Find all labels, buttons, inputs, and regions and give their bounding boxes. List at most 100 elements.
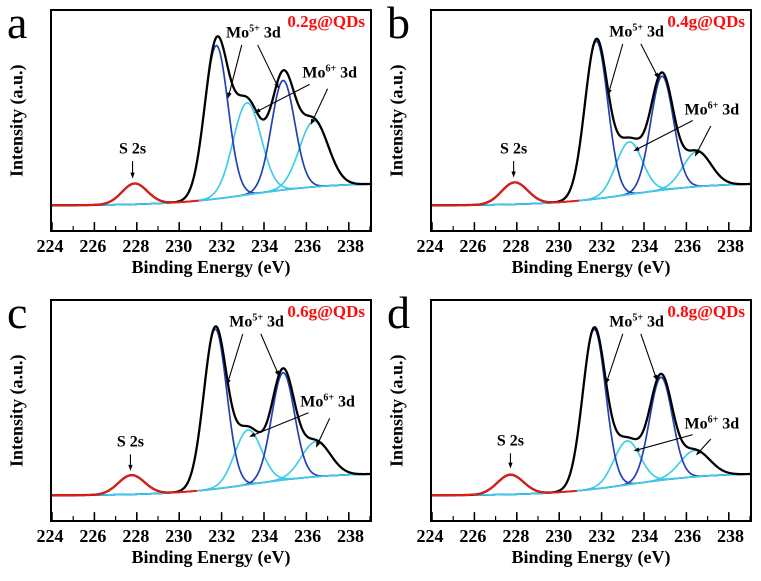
annotation-mo5-3d: Mo5+ 3d xyxy=(609,23,664,40)
annotation-arrow-head xyxy=(274,370,280,377)
annotation-mo5-3d: Mo5+ 3d xyxy=(609,313,664,330)
x-tick-label: 232 xyxy=(208,236,236,256)
annotation-text: Mo xyxy=(684,101,708,119)
annotation-arrow-head xyxy=(274,82,279,89)
mo5-component-curve xyxy=(52,328,370,497)
sample-label: 0.2g@QDs xyxy=(287,12,365,31)
annotation-text: 3d xyxy=(643,23,664,41)
annotation-superscript: 5+ xyxy=(632,312,644,324)
x-tick-label: 226 xyxy=(79,526,107,546)
spectrum-plot xyxy=(432,37,750,230)
annotation-text: Mo xyxy=(226,24,250,42)
s2s-component-curve xyxy=(52,474,198,497)
annotation-arrow-head xyxy=(695,449,702,456)
annotation-arrow-line xyxy=(640,333,657,378)
annotation-arrow-line xyxy=(228,44,243,96)
x-tick-label: 224 xyxy=(416,236,444,256)
envelope-curve xyxy=(52,35,370,207)
annotation-text: S 2s xyxy=(118,140,147,158)
annotation-text: 3d xyxy=(259,24,281,42)
annotation-superscript: 6+ xyxy=(325,63,337,75)
x-tick-label: 228 xyxy=(502,236,530,256)
mo6-component-curve xyxy=(432,141,750,207)
x-tick-label: 230 xyxy=(165,236,193,256)
spectrum-plot xyxy=(52,325,370,520)
annotation-arrow-line xyxy=(257,44,278,86)
annotation-arrow-line xyxy=(608,43,624,93)
x-axis-title: Binding Energy (eV) xyxy=(131,257,291,277)
mo6-component-curve xyxy=(52,120,370,207)
mo5-component-curve xyxy=(432,328,750,497)
x-tick-label: 226 xyxy=(459,236,487,256)
annotation-arrow-head xyxy=(654,72,659,79)
annotation-arrow-head xyxy=(130,172,135,179)
plot-area: 0.8g@QDs Mo5+ 3d Mo6+ 3d S 2s xyxy=(430,299,752,522)
baseline-curve xyxy=(432,473,750,497)
annotation-text: S 2s xyxy=(496,432,524,450)
envelope-curve xyxy=(432,326,750,497)
x-tick-label: 234 xyxy=(631,236,659,256)
x-tick-label: 226 xyxy=(79,236,107,256)
plot-area: 0.6g@QDs Mo5+ 3d Mo6+ 3d S 2s xyxy=(50,299,372,522)
annotation-text: 3d xyxy=(336,65,358,83)
x-tick-label: 234 xyxy=(251,526,279,546)
annotation-arrow-head xyxy=(633,146,640,152)
annotation-arrow-line xyxy=(257,83,310,112)
annotation-superscript: 5+ xyxy=(252,312,264,324)
sample-label: 0.4g@QDs xyxy=(667,12,745,31)
annotation-arrow-head xyxy=(607,89,612,96)
x-tick-label: 230 xyxy=(165,526,193,546)
annotation-arrow-line xyxy=(260,333,279,374)
x-tick-label: 236 xyxy=(294,526,322,546)
mo6-component-curve xyxy=(52,440,370,497)
spectrum-plot xyxy=(432,326,750,520)
annotation-arrow-line xyxy=(316,417,331,445)
annotation-s2s: S 2s xyxy=(117,434,144,451)
annotation-text: Mo xyxy=(229,313,253,331)
annotation-arrow-head xyxy=(315,441,321,448)
x-tick-label: 226 xyxy=(459,526,487,546)
x-tick-label: 234 xyxy=(631,526,659,546)
baseline-curve xyxy=(432,183,750,207)
annotation-mo5-3d: Mo5+ 3d xyxy=(226,24,281,41)
annotation-s2s: S 2s xyxy=(497,432,524,449)
x-tick-label: 230 xyxy=(545,526,573,546)
baseline-curve xyxy=(52,473,370,497)
annotation-text: Mo xyxy=(300,393,324,411)
panel-c: c Intensity (a.u.) 0.6g@QDs Mo5+ 3d Mo6+… xyxy=(0,287,380,580)
annotation-arrow-head xyxy=(254,108,261,113)
mo6-component-curve xyxy=(52,429,370,497)
panel-d: d Intensity (a.u.) 0.8g@QDs Mo5+ 3d Mo6+… xyxy=(380,287,760,580)
x-axis-tick-labels: 224 226 228 230 232 234 236 238 xyxy=(37,236,372,258)
y-axis-label: Intensity (a.u.) xyxy=(6,354,27,467)
y-axis-label: Intensity (a.u.) xyxy=(6,64,27,177)
x-axis-title: Binding Energy (eV) xyxy=(511,257,671,277)
panel-letter-c: c xyxy=(7,287,28,338)
annotation-text: 3d xyxy=(643,313,664,331)
annotation-arrow-head xyxy=(694,150,700,157)
s2s-component-curve xyxy=(52,182,200,207)
envelope-curve xyxy=(432,37,750,207)
x-tick-label: 224 xyxy=(416,526,444,546)
plot-area: 0.4g@QDs Mo5+ 3d Mo6+ 3d S 2s xyxy=(430,9,752,232)
x-tick-label: 238 xyxy=(337,526,365,546)
panel-letter-b: b xyxy=(387,0,410,48)
annotation-text: 3d xyxy=(718,415,740,433)
annotation-mo6-3d: Mo6+ 3d xyxy=(300,393,355,410)
annotation-arrow-line xyxy=(640,43,658,76)
annotation-arrow-head xyxy=(249,432,256,437)
annotation-mo6-3d: Mo6+ 3d xyxy=(684,413,740,433)
annotation-arrow-head xyxy=(653,374,658,381)
annotation-arrow-line xyxy=(227,333,244,383)
y-axis-label: Intensity (a.u.) xyxy=(386,64,407,177)
mo6-component-curve xyxy=(52,101,370,207)
x-tick-label: 236 xyxy=(674,236,702,256)
mo5-component-curve xyxy=(432,40,750,207)
annotation-superscript: 6+ xyxy=(707,413,719,425)
s2s-component-curve xyxy=(432,181,580,207)
x-axis-tick-labels: 224 226 228 230 232 234 236 238 xyxy=(417,526,752,548)
annotation-text: 3d xyxy=(718,101,740,119)
s2s-component-curve xyxy=(432,473,578,497)
annotation-superscript: 6+ xyxy=(323,392,335,404)
x-tick-label: 234 xyxy=(251,236,279,256)
